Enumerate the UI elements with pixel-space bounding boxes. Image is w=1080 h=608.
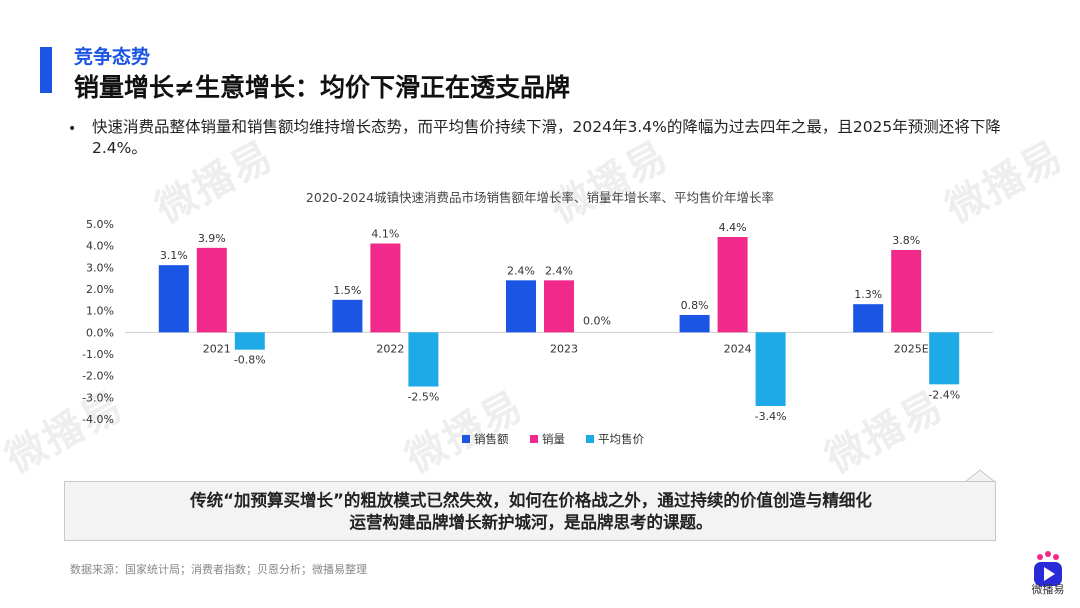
legend-swatch-销售额 xyxy=(462,435,470,443)
y-tick-label: -3.0% xyxy=(82,391,114,404)
section-label: 竞争态势 xyxy=(74,46,151,68)
callout-line-2: 运营构建品牌增长新护城河，是品牌思考的课题。 xyxy=(349,513,713,532)
x-category-label: 2025E xyxy=(894,342,929,355)
legend-label-平均售价: 平均售价 xyxy=(598,432,644,446)
legend-label-销量: 销量 xyxy=(542,432,565,446)
weiboyi-logo-icon xyxy=(1034,551,1062,586)
y-tick-label: 1.0% xyxy=(86,305,114,318)
bar-销售额 xyxy=(158,265,189,333)
y-tick-label: 4.0% xyxy=(86,240,114,253)
data-label: -0.8% xyxy=(234,354,266,367)
bar-销售额 xyxy=(679,315,710,333)
y-tick-label: -4.0% xyxy=(82,413,114,426)
bar-销量 xyxy=(544,280,574,333)
y-tick-label: -1.0% xyxy=(82,348,114,361)
bullet-text: 快速消费品整体销量和销售额均维持增长态势，而平均售价持续下滑，2024年3.4%… xyxy=(92,118,1001,157)
data-label: 4.1% xyxy=(371,228,399,241)
bar-销量 xyxy=(717,237,748,333)
data-source: 数据来源：国家统计局；消费者指数；贝恩分析；微播易整理 xyxy=(70,563,367,576)
conclusion-callout: 传统“加预算买增长”的粗放模式已然失效，如何在价格战之外，通过持续的价值创造与精… xyxy=(64,481,996,541)
y-tick-label: -2.0% xyxy=(82,370,114,383)
data-label: -2.5% xyxy=(407,391,439,404)
legend-swatch-平均售价 xyxy=(586,435,594,443)
bar-平均售价 xyxy=(929,332,960,385)
bullet-marker: • xyxy=(68,121,77,137)
data-label: -2.4% xyxy=(928,388,960,401)
bar-平均售价 xyxy=(408,332,439,387)
x-category-label: 2021 xyxy=(203,342,231,355)
bar-平均售价 xyxy=(755,332,786,406)
data-label: 4.4% xyxy=(719,221,747,234)
data-label: 2.4% xyxy=(545,264,573,277)
bar-销售额 xyxy=(853,304,884,333)
data-label: 1.5% xyxy=(333,284,361,297)
data-label: -3.4% xyxy=(755,410,787,423)
data-label: 2.4% xyxy=(507,264,535,277)
bar-销售额 xyxy=(506,280,536,333)
bar-销售额 xyxy=(332,299,363,333)
y-tick-label: 0.0% xyxy=(86,326,114,339)
bar-销量 xyxy=(196,247,227,333)
legend-swatch-销量 xyxy=(530,435,538,443)
page-title: 销量增长≠生意增长：均价下滑正在透支品牌 xyxy=(74,73,570,102)
y-tick-label: 5.0% xyxy=(86,218,114,231)
x-category-label: 2023 xyxy=(550,342,578,355)
data-label: 3.8% xyxy=(892,234,920,247)
header-accent-bar xyxy=(40,47,52,93)
y-tick-label: 3.0% xyxy=(86,261,114,274)
legend-label-销售额: 销售额 xyxy=(474,432,509,446)
chart-title: 2020-2024城镇快速消费品市场销售额年增长率、销量年增长率、平均售价年增长… xyxy=(306,190,774,205)
data-label: 0.0% xyxy=(583,314,611,327)
growth-rate-bar-chart: 2020-2024城镇快速消费品市场销售额年增长率、销量年增长率、平均售价年增长… xyxy=(82,190,993,446)
x-category-label: 2022 xyxy=(376,342,404,355)
data-label: 3.1% xyxy=(160,249,188,262)
data-label: 0.8% xyxy=(681,299,709,312)
logo-text: 微播易 xyxy=(1031,583,1065,596)
bar-销量 xyxy=(370,243,401,333)
x-category-label: 2024 xyxy=(724,342,752,355)
callout-line-1: 传统“加预算买增长”的粗放模式已然失效，如何在价格战之外，通过持续的价值创造与精… xyxy=(190,491,872,510)
data-label: 1.3% xyxy=(854,288,882,301)
data-label: 3.9% xyxy=(198,232,226,245)
bar-销量 xyxy=(891,250,922,333)
y-tick-label: 2.0% xyxy=(86,283,114,296)
bar-平均售价 xyxy=(234,332,265,350)
